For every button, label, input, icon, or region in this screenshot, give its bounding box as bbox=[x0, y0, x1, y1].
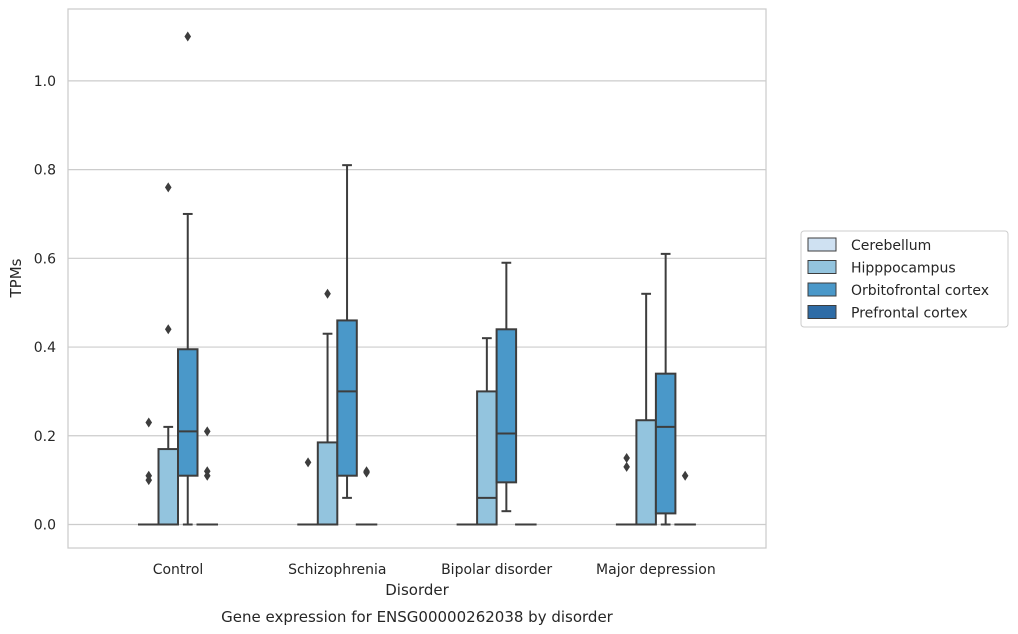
legend-swatch bbox=[807, 237, 837, 252]
y-tick-label: 0.8 bbox=[34, 163, 56, 179]
box bbox=[336, 319, 358, 477]
box-prefrontal-cortex bbox=[196, 426, 218, 526]
outlier-point bbox=[623, 452, 630, 463]
legend-frame bbox=[800, 230, 1009, 328]
outlier-point bbox=[145, 475, 153, 486]
y-axis-label: TPMs bbox=[7, 258, 25, 298]
outlier-point bbox=[184, 31, 192, 42]
y-axis-ticks: 0.0 0.2 0.4 0.6 0.8 1.0 bbox=[34, 74, 56, 534]
outlier-point bbox=[324, 288, 331, 299]
box bbox=[654, 372, 677, 515]
outlier-point bbox=[681, 470, 689, 481]
outlier-point bbox=[164, 324, 172, 335]
box-cerebellum bbox=[138, 417, 160, 526]
x-axis-ticks: Control Schizophrenia Bipolar disorder Majo… bbox=[153, 562, 716, 578]
box-orbitofrontal-cortex bbox=[336, 164, 358, 499]
outlier-point bbox=[145, 417, 153, 428]
box-cerebellum bbox=[297, 457, 319, 526]
box-layer bbox=[138, 31, 696, 526]
x-tick-label: Major depression bbox=[596, 562, 716, 578]
box-hipppocampus bbox=[157, 182, 179, 526]
plot-area bbox=[67, 8, 767, 549]
x-tick-label: Bipolar disorder bbox=[441, 562, 552, 578]
box-prefrontal-cortex bbox=[674, 470, 696, 526]
outlier-point bbox=[304, 457, 312, 468]
outlier-point bbox=[363, 467, 370, 478]
x-axis-label: Disorder bbox=[385, 581, 449, 599]
legend-swatch bbox=[807, 282, 837, 297]
legend-label: Orbitofrontal cortex bbox=[851, 283, 989, 299]
box-cerebellum bbox=[615, 452, 638, 526]
legend: Cerebellum Hipppocampus Orbitofrontal cort… bbox=[800, 230, 1009, 328]
outlier-point bbox=[623, 461, 630, 472]
legend-label: Hipppocampus bbox=[851, 261, 956, 277]
legend-label: Cerebellum bbox=[851, 238, 931, 254]
box-orbitofrontal-cortex bbox=[654, 252, 677, 526]
box bbox=[495, 328, 518, 484]
box-orbitofrontal-cortex bbox=[177, 31, 199, 526]
box bbox=[177, 348, 199, 477]
legend-swatch bbox=[807, 305, 837, 319]
x-tick-label: Schizophrenia bbox=[288, 562, 386, 578]
box-prefrontal-cortex bbox=[355, 466, 378, 526]
y-tick-label: 0.0 bbox=[34, 517, 56, 533]
outlier-point bbox=[164, 182, 172, 193]
x-tick-label: Control bbox=[153, 562, 204, 578]
box-hipppocampus bbox=[635, 292, 657, 526]
box bbox=[635, 419, 657, 526]
y-tick-label: 0.6 bbox=[34, 251, 56, 267]
box-orbitofrontal-cortex bbox=[495, 261, 518, 513]
box-hipppocampus bbox=[316, 288, 339, 526]
box bbox=[157, 448, 179, 526]
outlier-point bbox=[203, 426, 211, 437]
y-tick-label: 0.4 bbox=[34, 340, 56, 356]
box bbox=[476, 390, 498, 526]
y-tick-label: 0.2 bbox=[34, 429, 56, 445]
legend-swatch bbox=[807, 260, 837, 274]
outlier-point bbox=[203, 470, 211, 481]
box-hipppocampus bbox=[476, 337, 498, 526]
chart-title: Gene expression for ENSG00000262038 by d… bbox=[221, 608, 614, 626]
y-tick-label: 1.0 bbox=[34, 74, 56, 90]
box bbox=[316, 441, 339, 526]
legend-label: Prefrontal cortex bbox=[851, 306, 968, 322]
